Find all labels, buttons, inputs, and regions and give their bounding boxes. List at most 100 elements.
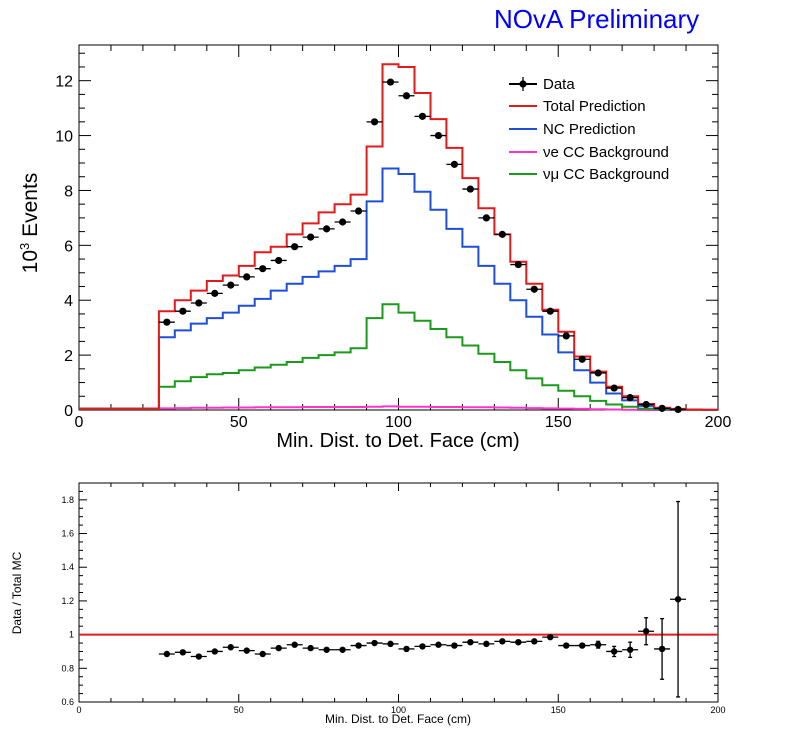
data-point-marker xyxy=(498,230,506,238)
ratio-point-marker xyxy=(323,646,330,653)
ratio-point-marker xyxy=(419,643,426,650)
ratio-x-tick-label: 100 xyxy=(391,705,406,715)
ratio-point xyxy=(606,645,623,658)
data-point xyxy=(238,273,255,281)
ratio-y-tick-label: 1.8 xyxy=(61,495,74,505)
main-histograms xyxy=(79,63,718,411)
ratio-point xyxy=(302,644,319,652)
legend-label-data: Data xyxy=(543,76,575,93)
data-point xyxy=(286,243,303,251)
ratio-point xyxy=(558,642,575,649)
data-point xyxy=(318,225,335,233)
hist-nue xyxy=(79,405,718,411)
main-x-tick-label: 0 xyxy=(75,414,84,431)
data-point-marker xyxy=(562,332,570,340)
data-point-marker xyxy=(402,92,411,100)
legend-label-total: Total Prediction xyxy=(543,98,646,115)
main-x-tick-label: 200 xyxy=(705,414,732,431)
data-point-marker xyxy=(578,355,586,363)
data-point-marker xyxy=(674,405,682,414)
ratio-point xyxy=(190,653,207,660)
data-point-marker xyxy=(610,384,618,392)
ratio-point-marker xyxy=(594,641,602,648)
data-point xyxy=(622,394,639,402)
ratio-y-axis-label: Data / Total MC xyxy=(10,551,24,634)
ratio-point-marker xyxy=(275,644,282,652)
data-point-marker xyxy=(307,233,315,241)
preliminary-label: NOvA Preliminary xyxy=(494,4,700,34)
ratio-point-marker xyxy=(642,628,650,635)
data-point-marker xyxy=(642,400,650,409)
data-point-marker xyxy=(530,285,538,293)
ratio-point-marker xyxy=(291,641,298,648)
main-data-points xyxy=(158,78,687,414)
data-point-marker xyxy=(386,78,395,86)
ratio-point xyxy=(206,648,223,655)
ratio-point-marker xyxy=(243,647,250,654)
ratio-point-marker xyxy=(259,650,266,658)
ratio-x-axis-label: Min. Dist. to Det. Face (cm) xyxy=(325,712,471,726)
ratio-point xyxy=(222,644,239,651)
ratio-frame xyxy=(78,482,719,703)
data-point xyxy=(334,218,351,226)
data-point-marker xyxy=(466,185,474,193)
data-point-marker xyxy=(450,160,459,168)
data-point xyxy=(382,78,399,86)
ratio-point-marker xyxy=(626,646,634,653)
main-y-tick-label: 0 xyxy=(64,403,73,420)
ratio-point xyxy=(334,646,351,653)
ratio-point xyxy=(270,644,287,652)
ratio-y-tick-label: 1.6 xyxy=(61,529,74,539)
main-x-tick-label: 100 xyxy=(385,414,412,431)
data-point-marker xyxy=(418,112,427,120)
ratio-point xyxy=(542,633,559,641)
ratio-y-tick-label: 1 xyxy=(69,630,74,640)
ratio-point xyxy=(430,641,447,648)
ratio-point-marker xyxy=(499,638,506,645)
main-panel: 0 50 100 150 200 0 2 4 6 8 10 12 Min. Dist. to Det.… xyxy=(55,44,732,452)
ratio-point xyxy=(174,649,191,656)
main-x-axis-label: Min. Dist. to Det. Face (cm) xyxy=(276,430,519,452)
data-point xyxy=(638,400,655,409)
data-point xyxy=(654,404,671,412)
ratio-point xyxy=(318,646,335,653)
ratio-y-tick-label: 1.2 xyxy=(61,596,74,606)
data-point-marker xyxy=(546,307,554,315)
data-point xyxy=(510,260,527,269)
ratio-point xyxy=(446,642,463,649)
ratio-point xyxy=(638,617,655,646)
data-point xyxy=(590,369,607,377)
ratio-data-points xyxy=(158,500,687,698)
ratio-point-marker xyxy=(403,645,410,653)
ratio-point xyxy=(414,643,431,650)
ratio-point xyxy=(670,500,687,698)
main-x-tick-label: 50 xyxy=(230,414,248,431)
ratio-x-tick-label: 150 xyxy=(551,705,566,715)
data-point-marker xyxy=(243,273,251,281)
ratio-point xyxy=(462,638,479,646)
ratio-point-marker xyxy=(579,642,586,649)
ratio-point-marker xyxy=(467,638,474,646)
data-point xyxy=(494,230,511,238)
data-point-marker xyxy=(514,260,522,269)
data-point xyxy=(478,214,495,222)
main-y-tick-label: 4 xyxy=(64,293,73,310)
ratio-point xyxy=(382,640,399,648)
ratio-point xyxy=(574,642,591,649)
ratio-point xyxy=(526,638,543,645)
main-x-tick-label: 150 xyxy=(545,414,572,431)
main-y-tick-label: 8 xyxy=(64,183,73,200)
ratio-point-marker xyxy=(531,638,538,645)
ratio-point-marker xyxy=(515,638,522,646)
data-point xyxy=(158,318,175,326)
ratio-point-marker xyxy=(179,649,187,656)
main-y-tick-label: 10 xyxy=(55,129,73,146)
ratio-point-marker xyxy=(211,648,218,655)
ratio-point xyxy=(654,617,671,680)
data-point xyxy=(174,307,191,315)
ratio-point-marker xyxy=(387,640,394,648)
ratio-point-marker xyxy=(563,642,570,649)
data-point xyxy=(558,332,575,340)
hist-nc xyxy=(79,167,718,411)
main-y-tick-label: 12 xyxy=(55,74,73,91)
